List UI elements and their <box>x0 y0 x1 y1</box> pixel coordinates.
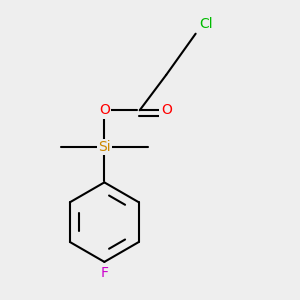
Text: F: F <box>100 266 108 280</box>
Text: O: O <box>161 103 172 117</box>
Text: Si: Si <box>98 140 111 154</box>
Text: Cl: Cl <box>199 17 213 31</box>
Text: O: O <box>99 103 110 117</box>
